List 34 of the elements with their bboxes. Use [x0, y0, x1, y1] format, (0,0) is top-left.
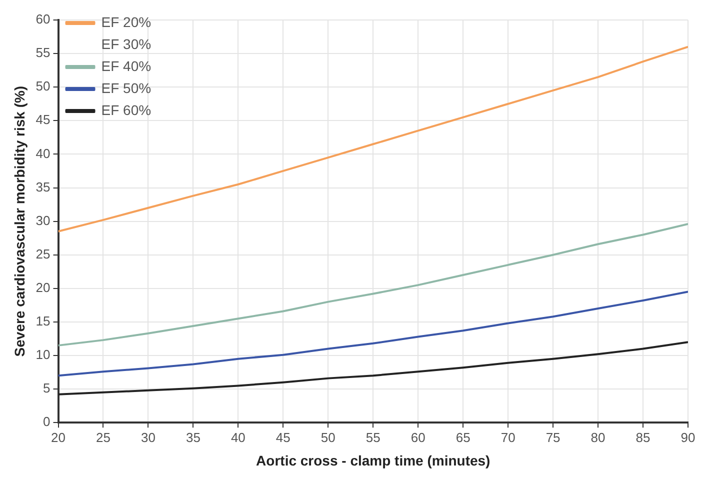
legend-label: EF 20% — [101, 14, 152, 30]
y-tick-label: 45 — [36, 112, 50, 128]
y-tick-label: 0 — [43, 414, 50, 430]
x-tick-label: 40 — [230, 430, 246, 445]
x-tick-label: 70 — [500, 430, 516, 445]
x-tick-label: 85 — [636, 430, 650, 445]
x-tick-label: 90 — [680, 430, 696, 445]
y-tick-label: 30 — [36, 212, 50, 228]
x-tick-label: 75 — [546, 430, 560, 445]
y-tick-label: 55 — [36, 45, 50, 60]
y-tick-label: 25 — [36, 246, 50, 262]
y-tick-label: 60 — [36, 12, 50, 27]
x-tick-label: 55 — [366, 430, 380, 445]
legend-label: EF 60% — [101, 102, 152, 118]
legend-label: EF 50% — [101, 80, 152, 96]
y-tick-label: 20 — [36, 280, 50, 295]
x-tick-label: 80 — [590, 430, 606, 445]
x-tick-label: 45 — [276, 430, 290, 445]
x-tick-label: 30 — [140, 430, 156, 445]
y-tick-label: 5 — [43, 380, 50, 396]
x-tick-label: 35 — [186, 430, 200, 445]
x-tick-label: 65 — [456, 430, 470, 445]
y-tick-label: 50 — [36, 78, 50, 94]
x-tick-label: 25 — [96, 430, 110, 445]
legend-label: EF 40% — [101, 58, 152, 74]
y-tick-label: 35 — [36, 179, 50, 194]
text: EF 30% — [101, 36, 152, 52]
x-tick-label: 60 — [410, 430, 426, 445]
y-axis-title: Severe cardiovascular morbidity risk (%) — [11, 86, 28, 357]
y-tick-label: 10 — [36, 347, 50, 362]
x-tick-label: 50 — [320, 430, 336, 445]
y-tick-label: 15 — [36, 314, 50, 329]
x-axis-title: Aortic cross - clamp time (minutes) — [256, 452, 490, 468]
y-tick-label: 40 — [36, 146, 50, 161]
